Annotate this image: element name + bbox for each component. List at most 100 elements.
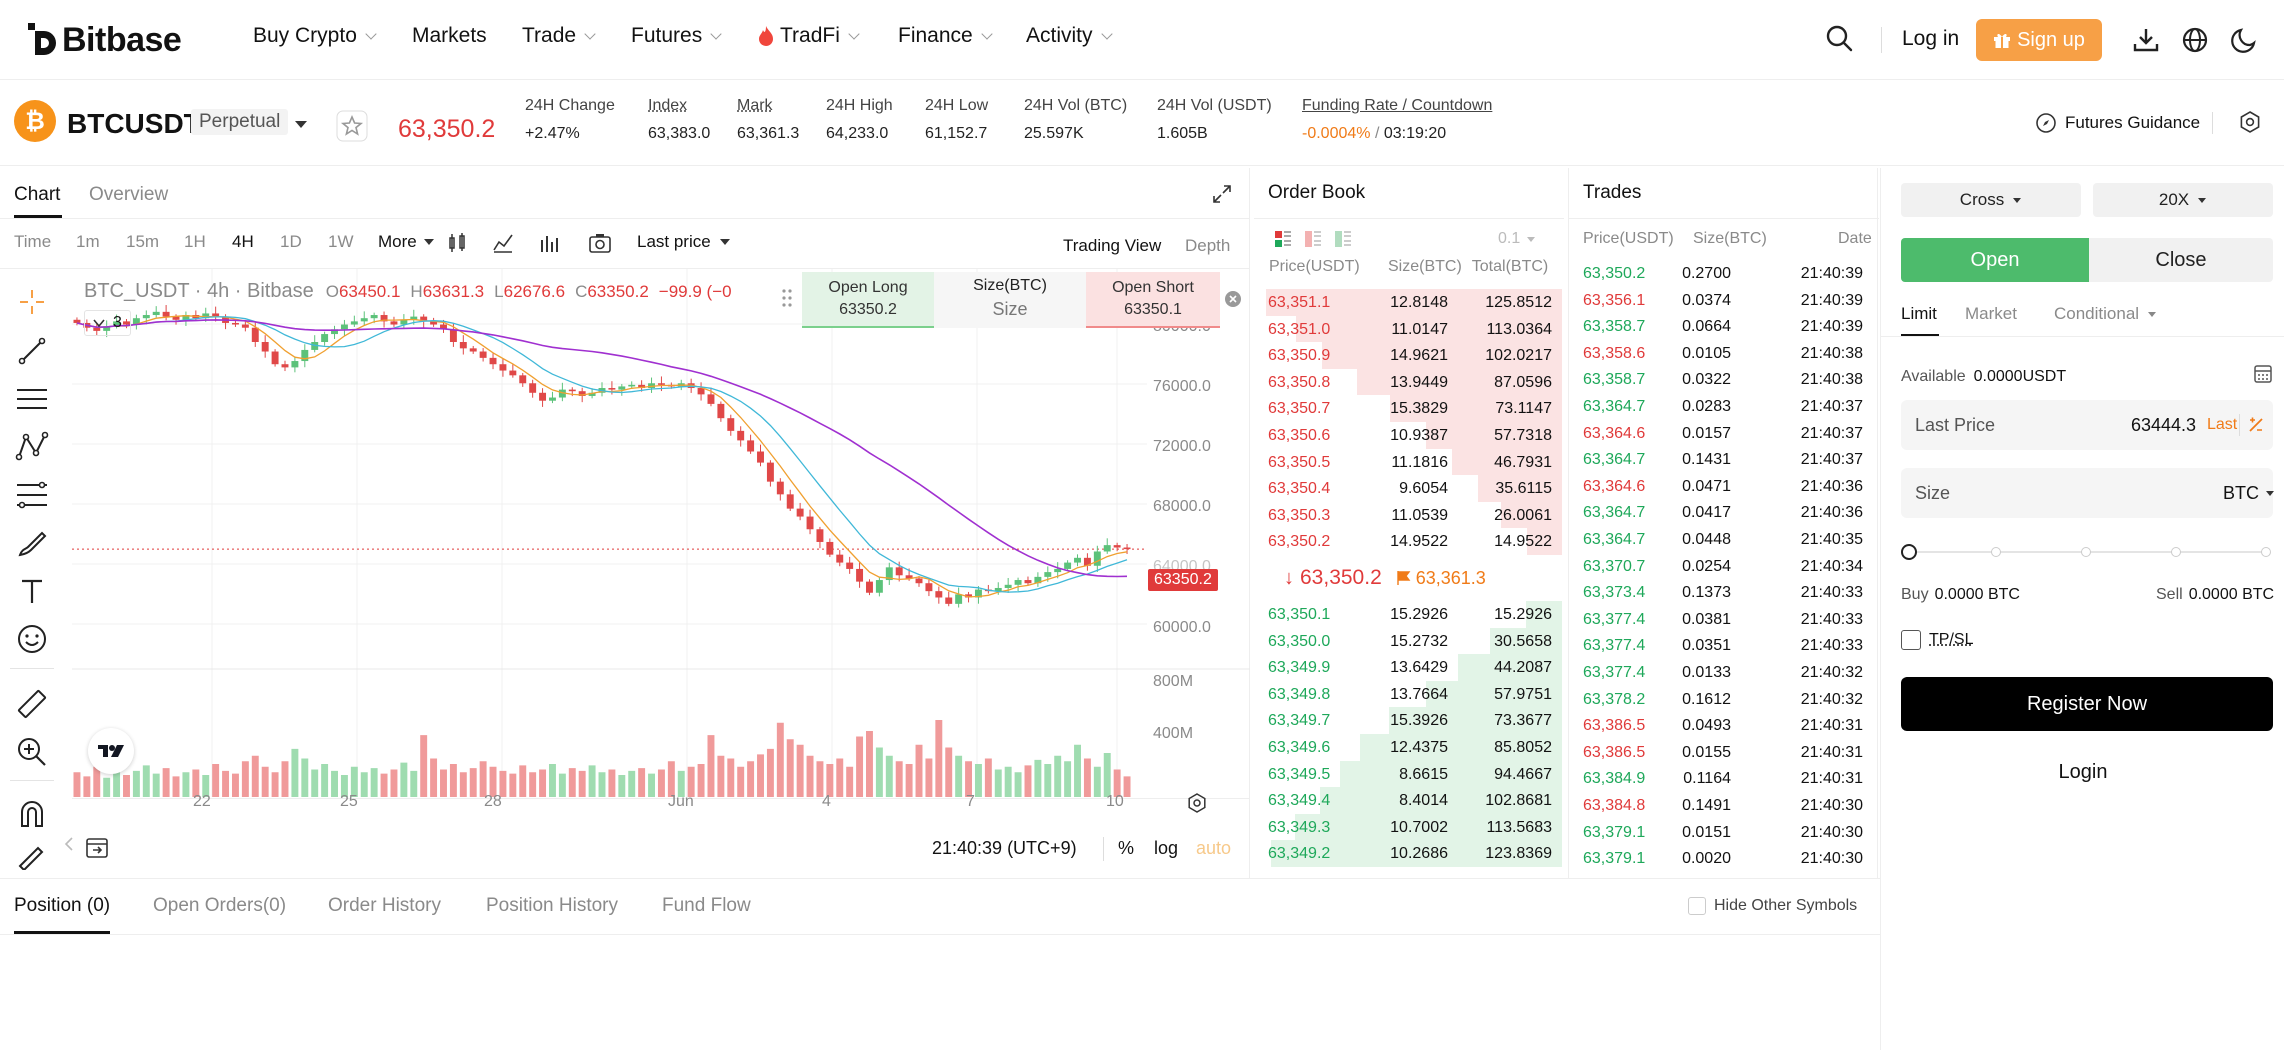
- register-button[interactable]: Register Now: [1901, 677, 2273, 731]
- slider-stop[interactable]: [1991, 547, 2001, 557]
- search-icon[interactable]: [1825, 24, 1853, 52]
- calculator-icon[interactable]: [2253, 364, 2273, 384]
- interval-1m[interactable]: 1m: [76, 232, 100, 251]
- open-tab[interactable]: Open: [1901, 238, 2089, 282]
- emoji-icon[interactable]: [14, 621, 50, 657]
- indicators-icon[interactable]: [492, 232, 514, 254]
- fib-retracement-icon[interactable]: [14, 477, 50, 513]
- indicator-toggle[interactable]: 3: [84, 310, 131, 336]
- ask-row[interactable]: 63,350.4 9.6054 35.6115: [1256, 475, 1562, 502]
- magnet-icon[interactable]: [14, 796, 50, 832]
- caret-down-icon[interactable]: [294, 120, 308, 130]
- hide-other-symbols-checkbox[interactable]: Hide Other Symbols: [1688, 897, 1857, 915]
- slider-stop[interactable]: [2261, 547, 2271, 557]
- star-icon[interactable]: [336, 110, 368, 142]
- horizontal-lines-icon[interactable]: [14, 381, 50, 417]
- bid-row[interactable]: 63,349.5 8.6615 94.4667: [1256, 760, 1562, 788]
- bar-chart-icon[interactable]: [538, 232, 560, 254]
- size-input[interactable]: Size BTC: [1901, 468, 2275, 518]
- stat-funding[interactable]: Funding Rate / Countdown -0.0004% / 03:1…: [1302, 97, 1492, 143]
- slider-stop[interactable]: [2171, 547, 2181, 557]
- interval-1w[interactable]: 1W: [328, 232, 354, 251]
- tab-order-history[interactable]: Order History: [328, 895, 441, 916]
- candle-type-icon[interactable]: [446, 232, 468, 254]
- trend-line-icon[interactable]: [14, 333, 50, 369]
- view-depth[interactable]: Depth: [1185, 236, 1231, 255]
- checkbox-box[interactable]: [1688, 897, 1706, 915]
- quick-size-input[interactable]: Size(BTC) Size: [934, 272, 1086, 328]
- chart-settings-icon[interactable]: [1186, 792, 1208, 814]
- tab-position[interactable]: Position (0): [14, 895, 111, 916]
- ask-row[interactable]: 63,350.3 11.0539 26.0061: [1256, 501, 1562, 529]
- tab-position-history[interactable]: Position History: [486, 895, 618, 916]
- swap-icon[interactable]: [2247, 416, 2265, 434]
- interval-4h[interactable]: 4H: [232, 232, 254, 251]
- scale-log[interactable]: log: [1154, 838, 1179, 858]
- tab-chart[interactable]: Chart: [14, 184, 61, 205]
- ask-row[interactable]: 63,350.2 14.9522 14.9522: [1256, 528, 1562, 555]
- tpsl-checkbox[interactable]: TP/SL: [1901, 630, 1973, 650]
- settings-icon[interactable]: [2238, 110, 2262, 134]
- nav-buy-crypto[interactable]: Buy Crypto: [253, 24, 377, 48]
- interval-more[interactable]: More: [378, 232, 435, 252]
- price-chart[interactable]: [72, 269, 1250, 869]
- bid-row[interactable]: 63,349.9 13.6429 44.2087: [1256, 654, 1562, 681]
- stat-index[interactable]: Index 63,383.0: [648, 97, 710, 143]
- bid-row[interactable]: 63,349.6 12.4375 85.8052: [1256, 734, 1562, 761]
- price-type-select[interactable]: Last price: [637, 232, 731, 252]
- nav-futures[interactable]: Futures: [631, 24, 722, 48]
- date-range-icon[interactable]: [84, 834, 110, 860]
- scale-percent[interactable]: %: [1118, 838, 1135, 858]
- globe-icon[interactable]: [2181, 26, 2209, 54]
- book-asks-icon[interactable]: [1304, 230, 1322, 248]
- size-slider-thumb[interactable]: [1901, 544, 1917, 560]
- moon-icon[interactable]: [2230, 26, 2258, 54]
- order-type-conditional[interactable]: Conditional: [2054, 304, 2157, 324]
- zoom-in-icon[interactable]: [14, 734, 50, 770]
- book-both-icon[interactable]: [1274, 230, 1292, 248]
- ask-row[interactable]: 63,351.1 12.8148 125.8512: [1256, 289, 1562, 316]
- ask-row[interactable]: 63,350.6 10.9387 57.7318: [1256, 422, 1562, 449]
- close-tab[interactable]: Close: [2089, 238, 2273, 282]
- size-unit-select[interactable]: BTC: [2223, 483, 2275, 504]
- logo[interactable]: Bitbase: [26, 18, 182, 62]
- nav-markets[interactable]: Markets: [412, 24, 487, 48]
- tab-fund-flow[interactable]: Fund Flow: [662, 895, 751, 916]
- crosshair-icon[interactable]: [14, 284, 50, 320]
- order-type-market[interactable]: Market: [1965, 304, 2017, 323]
- ruler-icon[interactable]: [14, 686, 50, 722]
- drag-handle-icon[interactable]: [780, 286, 794, 310]
- download-icon[interactable]: [2132, 26, 2160, 54]
- open-long-button[interactable]: Open Long 63350.2: [802, 272, 934, 328]
- ask-row[interactable]: 63,350.5 11.1816 46.7931: [1256, 448, 1562, 476]
- tab-overview[interactable]: Overview: [89, 184, 169, 205]
- bid-row[interactable]: 63,350.0 15.2732 30.5658: [1256, 627, 1562, 655]
- order-type-limit[interactable]: Limit: [1901, 304, 1937, 323]
- drawing-lock-icon[interactable]: [14, 840, 50, 870]
- stat-mark[interactable]: Mark 63,361.3: [737, 97, 799, 143]
- margin-mode-select[interactable]: Cross: [1901, 183, 2081, 217]
- open-short-button[interactable]: Open Short 63350.1: [1086, 272, 1220, 328]
- login-link[interactable]: Log in: [1902, 27, 1960, 50]
- futures-guidance-link[interactable]: Futures Guidance: [2035, 112, 2200, 134]
- scale-auto[interactable]: auto: [1196, 838, 1232, 858]
- bid-row[interactable]: 63,349.4 8.4014 102.8681: [1256, 787, 1562, 814]
- book-bids-icon[interactable]: [1334, 230, 1352, 248]
- nav-tradfi[interactable]: TradFi: [758, 24, 860, 48]
- expand-icon[interactable]: [1212, 184, 1232, 204]
- tradingview-logo-icon[interactable]: [88, 728, 134, 774]
- brush-icon[interactable]: [14, 525, 50, 561]
- ask-row[interactable]: 63,350.9 14.9621 102.0217: [1256, 342, 1562, 369]
- view-trading-view[interactable]: Trading View: [1063, 236, 1162, 255]
- price-last-toggle[interactable]: Last: [2207, 416, 2238, 433]
- checkbox-box[interactable]: [1901, 630, 1921, 650]
- interval-1d[interactable]: 1D: [280, 232, 302, 251]
- slider-stop[interactable]: [2081, 547, 2091, 557]
- chart-clock[interactable]: 21:40:39 (UTC+9): [932, 838, 1077, 858]
- tab-open-orders[interactable]: Open Orders(0): [153, 895, 287, 916]
- interval-15m[interactable]: 15m: [126, 232, 160, 251]
- pattern-icon[interactable]: [14, 429, 50, 465]
- ask-row[interactable]: 63,350.7 15.3829 73.1147: [1256, 395, 1562, 422]
- bid-row[interactable]: 63,349.2 10.2686 123.8369: [1256, 840, 1562, 867]
- bid-row[interactable]: 63,349.3 10.7002 113.5683: [1256, 813, 1562, 841]
